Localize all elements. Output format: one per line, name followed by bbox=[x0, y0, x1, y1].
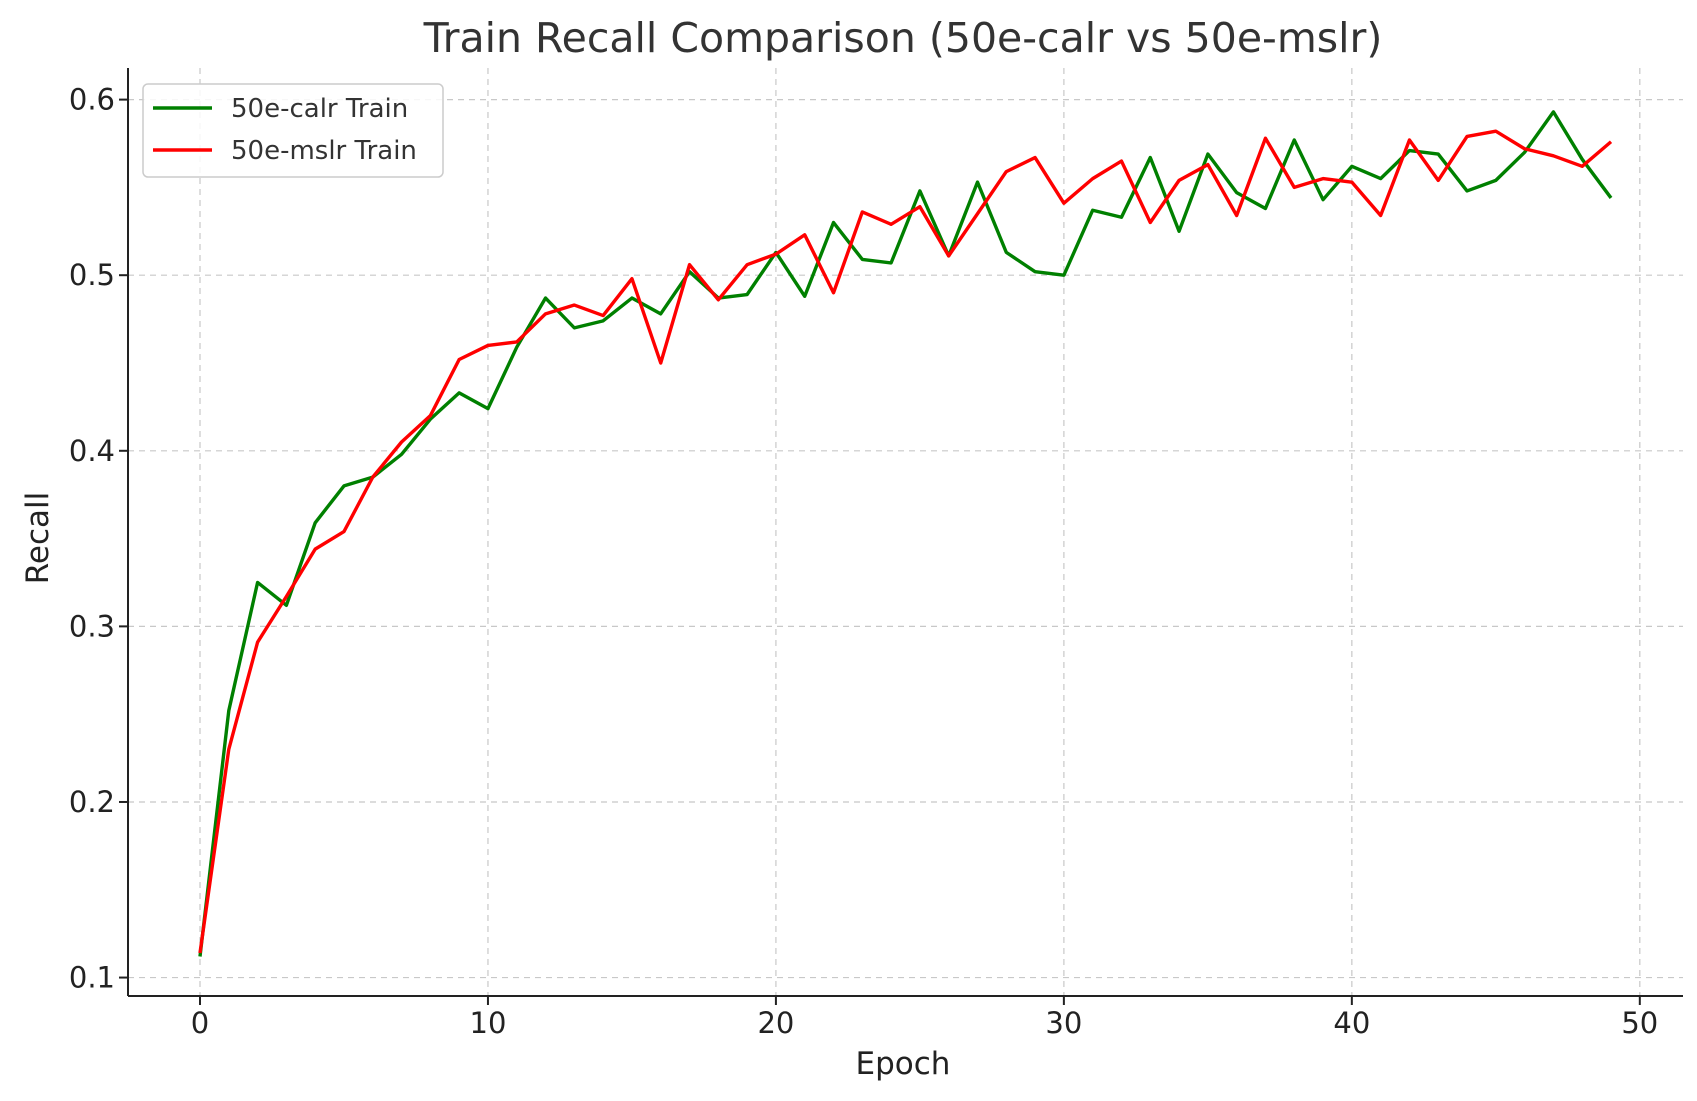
x-tick-label: 20 bbox=[757, 1006, 794, 1040]
x-tick-label: 0 bbox=[191, 1006, 209, 1040]
grid-layer bbox=[128, 68, 1683, 996]
x-tick-label: 40 bbox=[1333, 1006, 1370, 1040]
x-axis-label: Epoch bbox=[856, 1046, 951, 1082]
tick-layer: 0 10 20 30 40 50 0.1 0.2 0.3 0.4 0.5 0.6 bbox=[69, 83, 1658, 1040]
x-tick-label: 30 bbox=[1045, 1006, 1082, 1040]
x-tick-label: 50 bbox=[1621, 1006, 1658, 1040]
legend-label: 50e-calr Train bbox=[231, 94, 408, 124]
series-line-calr bbox=[198, 110, 1613, 957]
series-layer bbox=[198, 110, 1613, 957]
chart-title: Train Recall Comparison (50e-calr vs 50e… bbox=[423, 14, 1383, 62]
y-axis-label: Recall bbox=[20, 492, 56, 585]
x-tick-label: 10 bbox=[470, 1006, 507, 1040]
legend-label: 50e-mslr Train bbox=[231, 136, 417, 166]
y-tick-label: 0.4 bbox=[69, 434, 115, 468]
legend: 50e-calr Train 50e-mslr Train bbox=[142, 83, 444, 178]
y-tick-label: 0.5 bbox=[69, 258, 115, 292]
y-tick-label: 0.2 bbox=[69, 785, 115, 819]
axes-spines bbox=[127, 68, 1683, 997]
legend-box bbox=[142, 83, 444, 178]
y-tick-label: 0.3 bbox=[69, 609, 115, 643]
series-line-mslr bbox=[198, 129, 1613, 954]
y-tick-label: 0.1 bbox=[69, 961, 115, 995]
y-tick-label: 0.6 bbox=[69, 83, 115, 117]
